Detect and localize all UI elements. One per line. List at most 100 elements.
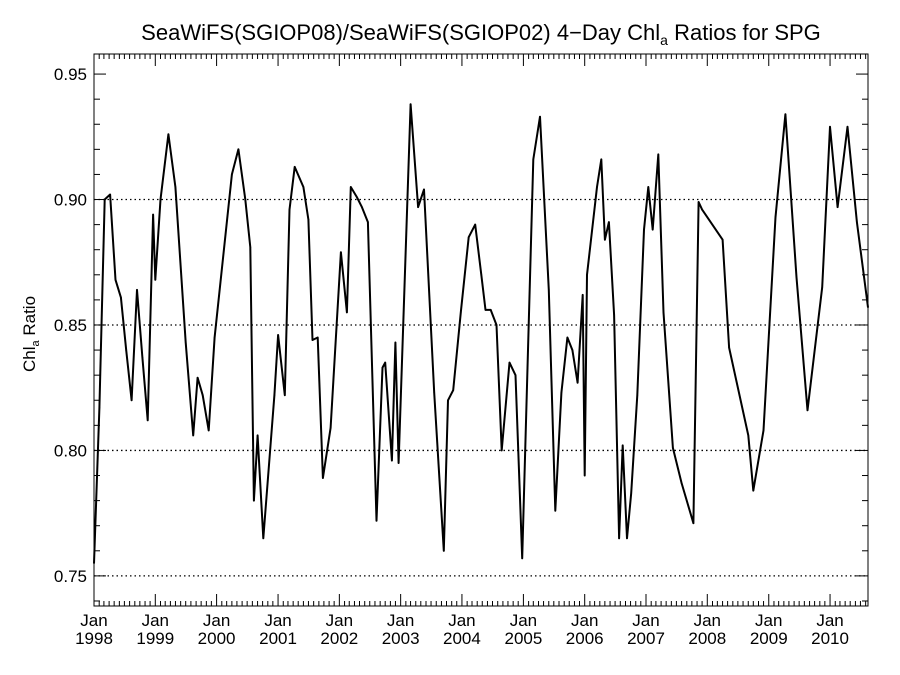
data-point [277,334,279,336]
data-point [284,394,286,397]
data-point [256,434,259,437]
data-points [93,103,869,565]
data-point [201,394,204,397]
data-point [397,462,400,464]
x-tick-label-year: 2008 [688,629,726,648]
x-tick-label-year: 2004 [443,629,481,648]
data-point [391,459,393,462]
data-point [154,279,157,281]
data-point [262,537,265,540]
data-point [460,311,462,314]
x-tick-label-year: 2009 [750,629,788,648]
data-point [651,228,654,231]
data-point [109,193,111,196]
data-point [329,427,332,429]
data-point [293,166,296,168]
y-tick-label: 0.80 [54,441,87,460]
data-point [657,153,660,156]
data-point [692,522,695,524]
data-point [784,113,787,115]
data-point [307,218,310,221]
data-point [480,274,483,276]
data-point [141,356,144,359]
data-point [447,399,449,402]
data-point [192,434,194,437]
x-tick-label-month: Jan [510,611,537,630]
data-point [167,133,170,136]
chart-title-subscript: a [660,32,668,48]
x-tick-label-month: Jan [448,611,475,630]
data-point [467,236,470,238]
data-point [316,336,319,339]
x-tick-label-year: 2002 [320,629,358,648]
data-point [452,389,455,392]
data-point [680,482,683,484]
data-point [103,198,106,201]
data-point [596,186,598,188]
data-point [752,489,755,492]
axis-ticks [93,54,868,606]
x-tick-label-month: Jan [264,611,291,630]
y-tick-label: 0.75 [54,567,87,586]
data-point [253,499,255,502]
data-point [273,394,276,397]
y-axis-label: Chla Ratio [20,296,42,372]
data-point [322,477,324,479]
data-point [514,374,517,377]
x-tick-label-month: Jan [387,611,414,630]
y-axis-label-suffix: Ratio [20,296,39,340]
x-tick-label-month: Jan [816,611,843,630]
data-point [361,206,363,208]
data-point [508,361,511,364]
data-point [409,103,412,105]
data-point [93,562,95,565]
x-tick-label-year: 2010 [811,629,849,648]
data-point [152,213,154,216]
data-point [207,429,210,432]
data-point [146,419,149,422]
data-point [762,429,765,432]
data-point [821,286,823,289]
data-point [417,206,419,208]
data-point [728,346,730,349]
x-tick-label-month: Jan [142,611,169,630]
data-point [747,434,750,437]
data-point [856,221,858,223]
data-point [554,509,557,512]
x-tick-label-year: 1999 [136,629,174,648]
data-point [120,296,122,299]
data-point [608,221,610,223]
data-point [125,349,127,351]
data-point [433,391,436,394]
data-point [356,196,358,198]
y-tick-label: 0.85 [54,316,87,335]
y-tick-label: 0.90 [54,191,87,210]
data-point [701,208,703,211]
data-point [600,158,603,161]
data-point [539,115,541,118]
tick-labels: 0.750.800.850.900.95Jan1998Jan1999Jan200… [54,65,849,648]
data-point [136,289,138,291]
data-point [367,221,369,223]
data-point [495,324,498,326]
x-tick-label-year: 1998 [75,629,113,648]
data-point [829,126,831,128]
data-point [795,276,798,279]
data-point [774,216,777,218]
data-point [98,407,101,409]
data-point [662,311,665,314]
data-point [721,238,724,241]
data-point [626,537,628,540]
data-point [566,336,569,339]
data-point [521,557,523,560]
data-point [846,126,849,128]
data-point [231,173,233,176]
data-point [621,444,624,447]
data-point [867,306,869,309]
x-tick-label-year: 2003 [382,629,420,648]
data-point [384,361,387,364]
data-point [489,309,492,311]
chart-title-suffix: Ratios for SPG [668,20,821,45]
data-point [184,341,187,344]
